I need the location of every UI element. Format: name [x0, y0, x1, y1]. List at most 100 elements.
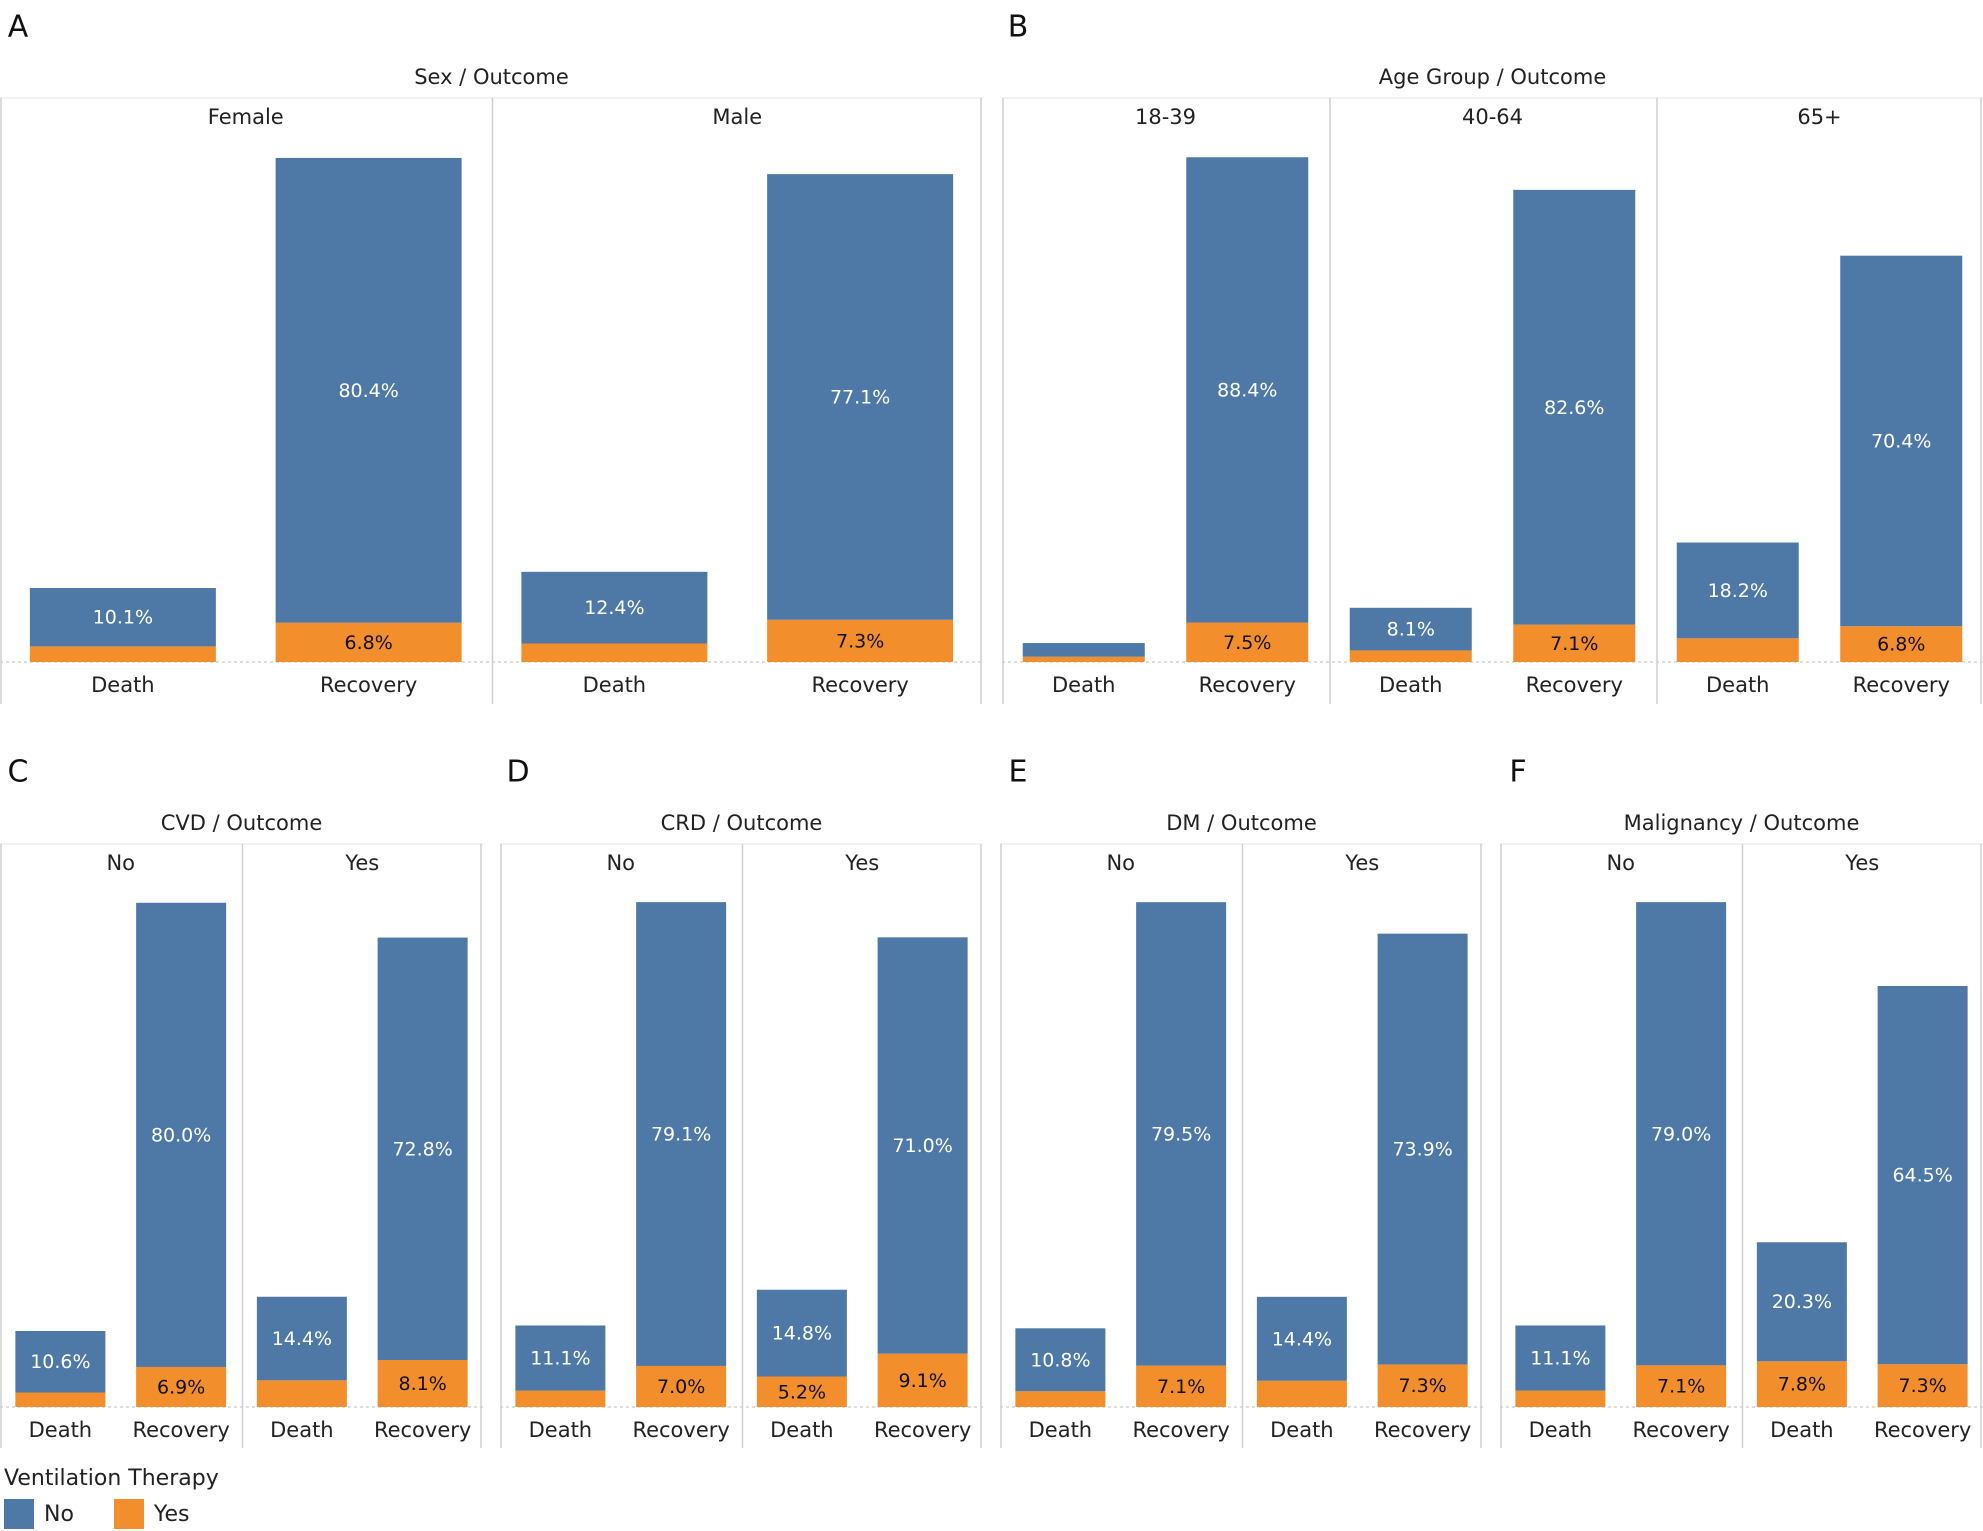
bar-no-e-0-1	[1136, 902, 1227, 1366]
bar-yes-e-1-0	[1256, 1380, 1347, 1407]
bar-yes-e-0-1	[1136, 1365, 1227, 1407]
label-no-b-2-1: 70.4%	[1871, 430, 1931, 452]
bar-no-d-1-1	[877, 937, 968, 1354]
label-yes-a-0-1: 6.8%	[344, 632, 392, 654]
bar-yes-b-1-1	[1513, 624, 1636, 662]
label-yes-d-0-1: 7.0%	[657, 1376, 705, 1398]
legend-label-yes: Yes	[153, 1501, 190, 1527]
category-label-a-0-0: Death	[91, 673, 155, 697]
label-yes-e-1-1: 7.3%	[1398, 1375, 1446, 1397]
label-no-c-0-0: 10.6%	[30, 1351, 90, 1373]
label-no-c-0-1: 80.0%	[151, 1124, 211, 1146]
category-label-f-0-0: Death	[1529, 1418, 1593, 1442]
label-no-b-1-1: 82.6%	[1544, 397, 1604, 419]
category-label-c-1-1: Recovery	[374, 1418, 471, 1442]
category-label-c-0-1: Recovery	[132, 1418, 229, 1442]
bar-no-f-1-1	[1877, 985, 1968, 1365]
bar-yes-d-1-1	[877, 1353, 968, 1407]
bar-no-a-1-0	[521, 571, 708, 644]
panel-letter-c: C	[8, 755, 29, 790]
bar-no-e-1-0	[1256, 1296, 1347, 1381]
panel-title-d: CRD / Outcome	[661, 811, 823, 835]
label-no-f-0-1: 79.0%	[1651, 1123, 1711, 1145]
group-label-b-1: 40-64	[1462, 105, 1523, 129]
bar-no-a-1-1	[767, 174, 954, 620]
bar-no-a-0-1	[275, 157, 462, 623]
label-no-a-1-1: 77.1%	[830, 386, 890, 408]
panel-letter-d: D	[506, 755, 529, 790]
bar-yes-d-0-1	[636, 1365, 727, 1407]
label-yes-c-1-1: 8.1%	[398, 1373, 446, 1395]
bar-no-d-1-0	[756, 1289, 847, 1377]
label-no-e-1-1: 73.9%	[1392, 1139, 1452, 1161]
bar-yes-f-0-0	[1515, 1390, 1606, 1407]
label-no-d-1-0: 14.8%	[772, 1323, 832, 1345]
label-yes-f-1-1: 7.3%	[1898, 1375, 1946, 1397]
bar-yes-a-0-1	[275, 622, 462, 662]
label-yes-b-2-1: 6.8%	[1877, 634, 1925, 656]
bar-no-f-1-0	[1756, 1242, 1847, 1362]
label-no-b-2-0: 18.2%	[1708, 580, 1768, 602]
group-label-c-0: No	[106, 851, 135, 875]
bar-yes-f-1-0	[1756, 1361, 1847, 1407]
group-label-b-2: 65+	[1797, 105, 1841, 129]
label-no-e-0-0: 10.8%	[1030, 1349, 1090, 1371]
label-no-d-1-1: 71.0%	[892, 1135, 952, 1157]
bar-yes-c-0-0	[15, 1392, 106, 1407]
category-label-f-1-0: Death	[1770, 1418, 1834, 1442]
bar-yes-a-1-0	[521, 643, 708, 662]
label-no-c-1-0: 14.4%	[272, 1328, 332, 1350]
bar-yes-e-1-1	[1377, 1364, 1468, 1407]
label-yes-f-0-1: 7.1%	[1657, 1376, 1705, 1398]
bar-yes-e-0-0	[1015, 1391, 1106, 1407]
label-yes-b-0-1: 7.5%	[1223, 632, 1271, 654]
bar-no-b-2-1	[1840, 255, 1963, 627]
panel-title-f: Malignancy / Outcome	[1624, 811, 1860, 835]
bar-yes-b-1-0	[1349, 650, 1472, 662]
bar-no-d-0-0	[515, 1325, 606, 1391]
bar-no-c-0-0	[15, 1330, 106, 1393]
bar-no-e-1-1	[1377, 933, 1468, 1365]
group-label-d-0: No	[606, 851, 635, 875]
label-no-c-1-1: 72.8%	[392, 1138, 452, 1160]
label-no-a-0-1: 80.4%	[338, 380, 398, 402]
category-label-f-0-1: Recovery	[1632, 1418, 1729, 1442]
label-yes-c-0-1: 6.9%	[157, 1376, 205, 1398]
bar-no-c-1-0	[256, 1296, 347, 1381]
bar-yes-a-0-0	[29, 646, 216, 662]
bar-no-f-0-0	[1515, 1325, 1606, 1391]
category-label-f-1-1: Recovery	[1874, 1418, 1971, 1442]
category-label-d-0-0: Death	[529, 1418, 593, 1442]
label-no-d-0-0: 11.1%	[530, 1348, 590, 1370]
category-label-a-1-1: Recovery	[811, 673, 908, 697]
category-label-b-2-0: Death	[1706, 673, 1770, 697]
bar-yes-c-1-1	[377, 1360, 468, 1407]
legend-item-yes: Yes	[113, 1499, 190, 1529]
group-label-b-0: 18-39	[1135, 105, 1196, 129]
category-label-b-1-1: Recovery	[1526, 673, 1623, 697]
category-label-d-1-1: Recovery	[874, 1418, 971, 1442]
group-label-a-1: Male	[712, 105, 762, 129]
bar-yes-c-0-1	[136, 1366, 227, 1407]
group-label-e-0: No	[1106, 851, 1135, 875]
bar-no-b-1-1	[1513, 189, 1636, 625]
bar-yes-f-0-1	[1636, 1365, 1727, 1407]
bar-no-b-0-1	[1186, 157, 1309, 623]
category-label-a-1-0: Death	[583, 673, 647, 697]
label-yes-b-1-1: 7.1%	[1550, 633, 1598, 655]
category-label-c-1-0: Death	[270, 1418, 334, 1442]
label-yes-d-1-0: 5.2%	[778, 1381, 826, 1403]
panel-letter-a: A	[8, 10, 29, 45]
label-yes-e-0-1: 7.1%	[1157, 1376, 1205, 1398]
category-label-d-1-0: Death	[770, 1418, 834, 1442]
label-no-e-1-0: 14.4%	[1272, 1328, 1332, 1350]
bar-no-a-0-0	[29, 588, 216, 647]
bar-no-b-2-0	[1676, 542, 1799, 639]
category-label-b-2-1: Recovery	[1853, 673, 1950, 697]
label-yes-a-1-1: 7.3%	[836, 630, 884, 652]
bar-no-c-1-1	[377, 937, 468, 1361]
label-no-f-1-1: 64.5%	[1892, 1165, 1952, 1187]
bar-yes-b-2-0	[1676, 638, 1799, 662]
label-no-f-0-0: 11.1%	[1530, 1348, 1590, 1370]
